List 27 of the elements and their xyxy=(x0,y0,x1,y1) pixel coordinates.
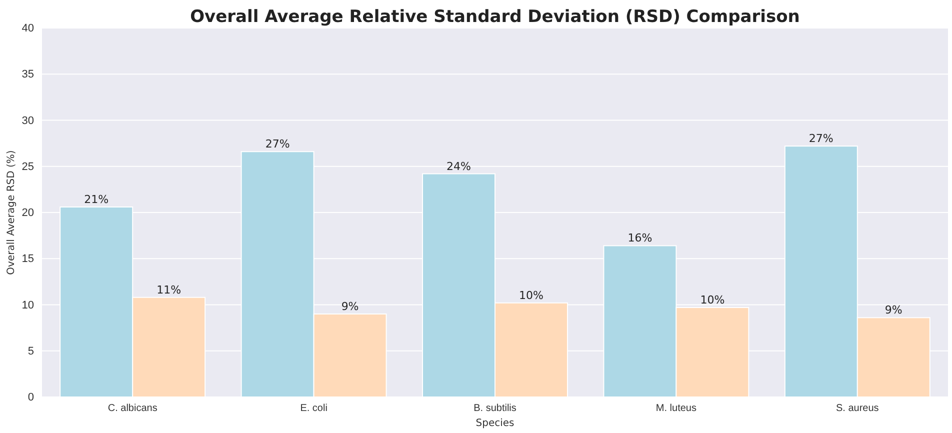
x-axis-title: Species xyxy=(476,418,514,429)
data-label: 10% xyxy=(700,294,725,307)
data-label: 27% xyxy=(808,132,834,146)
data-label: 27% xyxy=(265,138,290,151)
x-tick-label: B. subtilis xyxy=(474,403,516,414)
y-tick-label: 20 xyxy=(22,207,34,220)
data-label: 10% xyxy=(519,288,544,302)
data-label: 9% xyxy=(341,300,359,313)
y-tick-label: 40 xyxy=(22,22,34,35)
x-tick-label: C. albicans xyxy=(108,403,158,414)
y-tick-label: 15 xyxy=(22,253,34,266)
y-axis-title: Overall Average RSD (%) xyxy=(6,150,17,275)
data-label: 16% xyxy=(628,232,652,245)
data-label: 9% xyxy=(884,304,902,317)
y-tick-label: 35 xyxy=(22,68,34,81)
data-label: 21% xyxy=(84,192,109,206)
y-tick-label: 25 xyxy=(22,160,34,173)
y-tick-label: 30 xyxy=(22,114,34,127)
x-tick-label: M. luteus xyxy=(656,403,696,414)
x-tick-label: S. aureus xyxy=(836,403,879,414)
data-label: 11% xyxy=(156,283,182,296)
y-tick-label: 10 xyxy=(22,299,34,312)
data-label: 24% xyxy=(446,160,471,173)
y-tick-label: 5 xyxy=(28,345,34,358)
chart-title: Overall Average Relative Standard Deviation (RSD) Comparison xyxy=(190,7,800,27)
x-tick-label: E. coli xyxy=(300,403,328,414)
y-tick-label: 0 xyxy=(28,392,34,404)
